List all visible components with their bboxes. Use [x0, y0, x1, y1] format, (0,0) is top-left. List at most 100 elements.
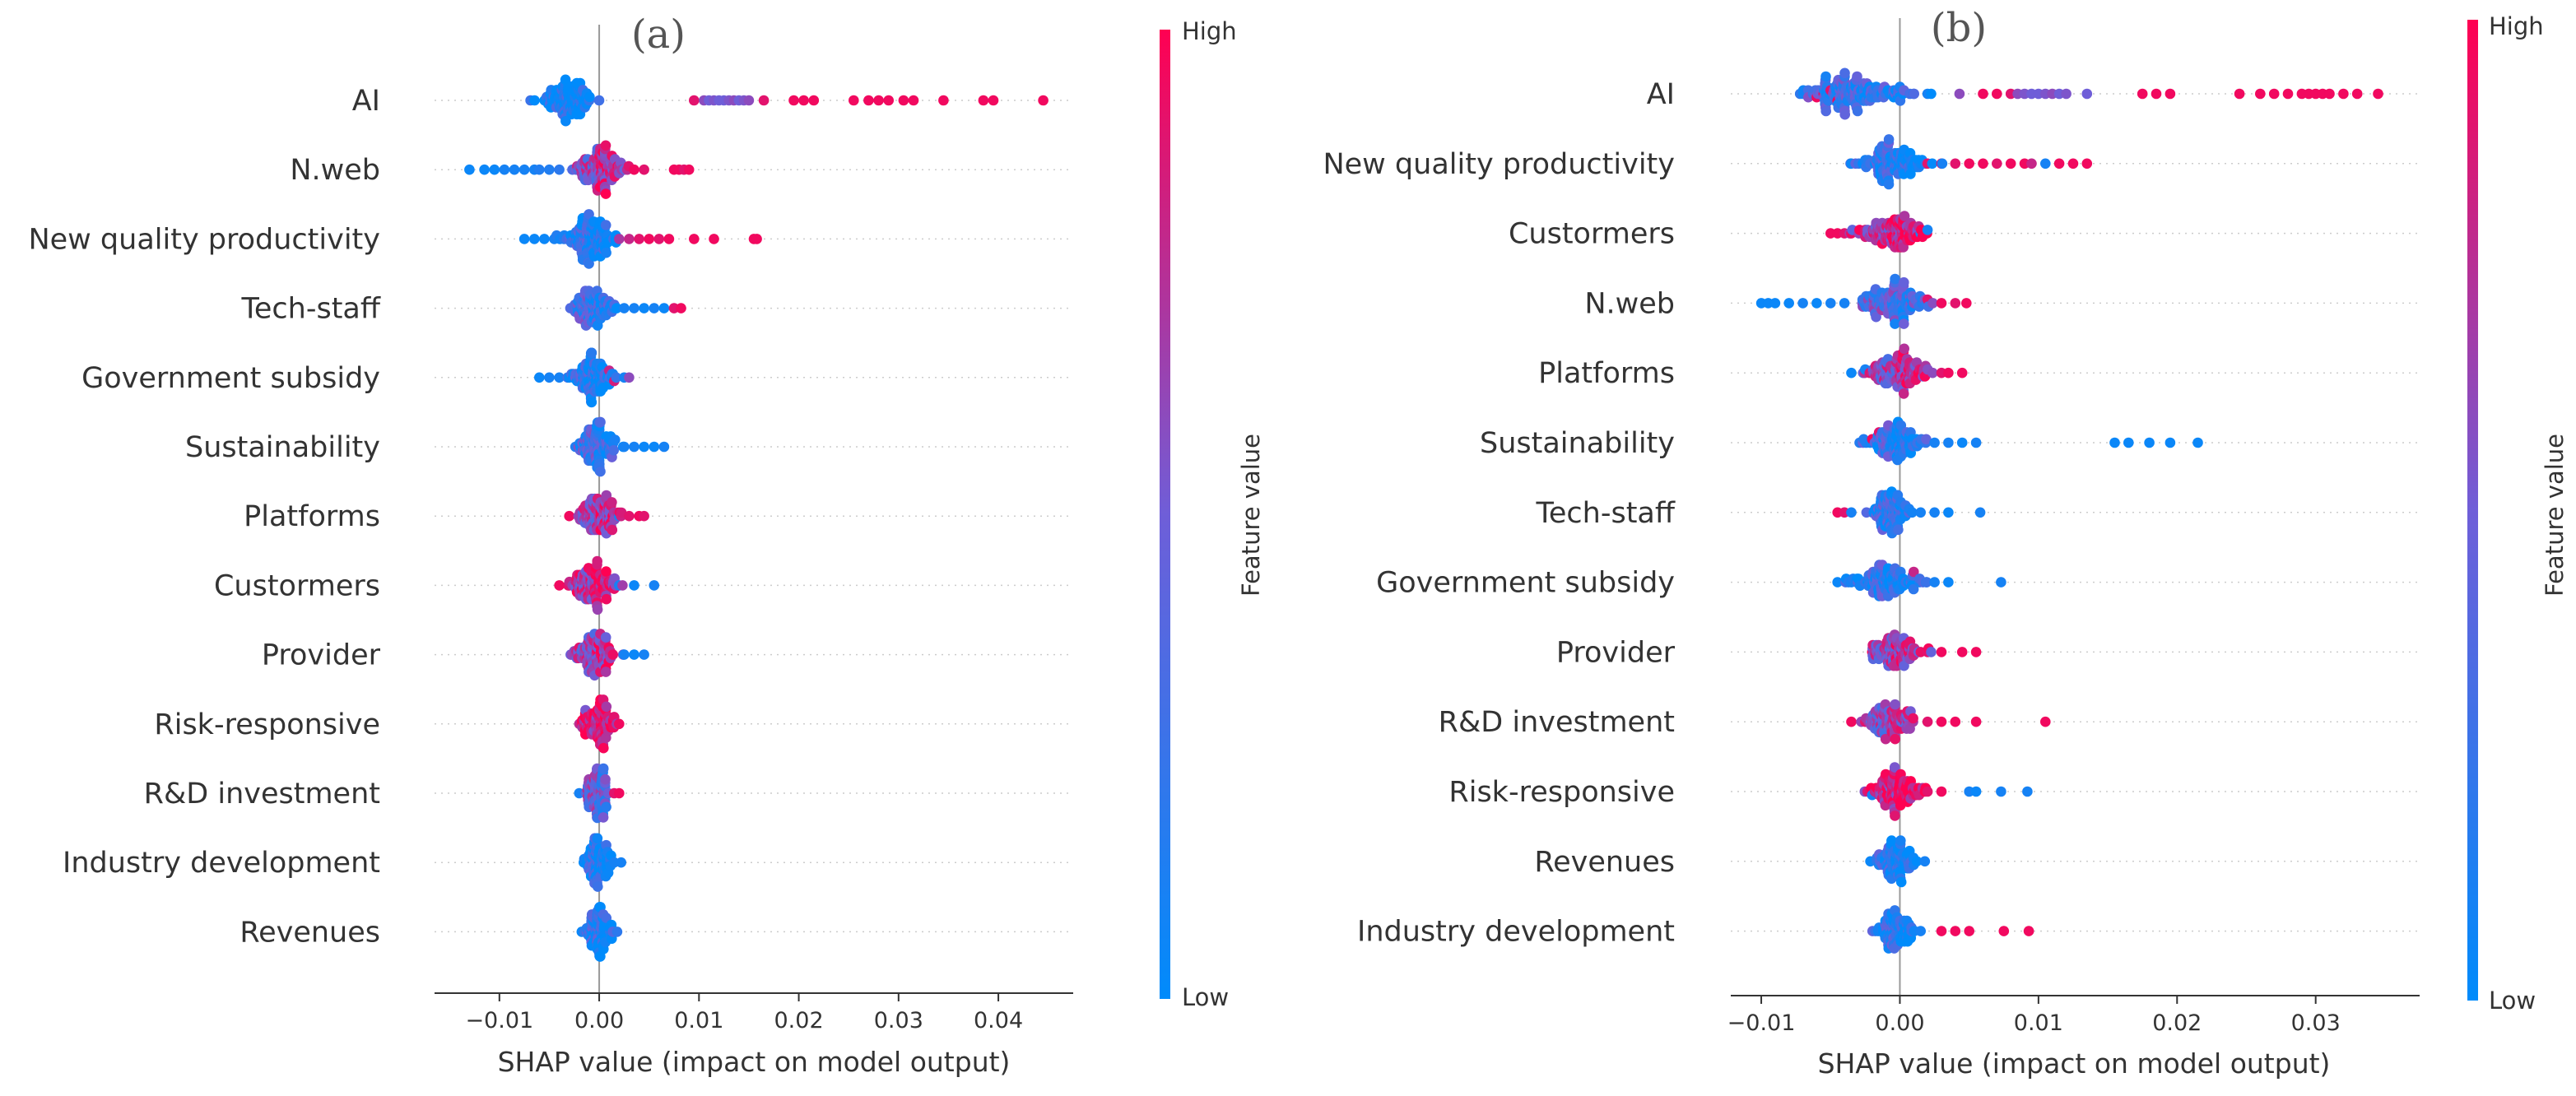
panelA-shap-point [554, 580, 565, 591]
panelB-feature-label: Risk-responsive [1448, 776, 1675, 809]
panelB-shap-point [2109, 437, 2120, 448]
panelB-shap-point [1852, 71, 1862, 82]
panelA-shap-point [607, 649, 618, 660]
panelB-shap-point [1956, 367, 1968, 378]
panelA-shap-point [873, 95, 884, 106]
panelB-shap-point [1970, 716, 1982, 727]
panelA-shap-point [653, 234, 665, 244]
panelB-shap-point [1889, 762, 1900, 773]
panelB-shap-point [2255, 88, 2266, 100]
panelA-shap-point [598, 763, 609, 774]
panelA-shap-point [639, 441, 649, 453]
panelB-shap-point [1895, 876, 1907, 888]
panelB-shap-point [2053, 158, 2065, 170]
panelB-shap-point [1880, 733, 1891, 745]
panelB-shap-point [2026, 158, 2037, 170]
panelA-shap-point [629, 441, 639, 453]
panelB-shap-point [1926, 647, 1937, 657]
panel-a-colorbar-low: Low [1182, 983, 1229, 1011]
panelB-shap-point [1852, 105, 1863, 117]
panelB-shap-point [1890, 699, 1900, 710]
panelA-shap-point [788, 95, 799, 106]
panelA-feature-label: Platforms [244, 500, 380, 533]
panelB-shap-point [2144, 437, 2155, 448]
panel-a-colorbar-high: High [1182, 17, 1237, 45]
panelA-shap-point [601, 801, 611, 813]
panelA-shap-point [586, 347, 598, 359]
panelB-shap-point [1937, 158, 1948, 170]
panelB-shap-point [1943, 507, 1954, 518]
panelB-shap-point [1927, 298, 1938, 309]
panelB-shap-point [1954, 88, 1965, 100]
panelA-shap-point [544, 164, 555, 175]
panelA-shap-point [595, 416, 606, 428]
panelB-shap-point [1929, 507, 1940, 518]
panelB-shap-point [1927, 367, 1938, 378]
panelB-shap-point [2067, 158, 2079, 170]
panelA-shap-point [600, 632, 611, 643]
panelA-shap-point [614, 787, 625, 799]
panelB-shap-point [1961, 298, 1972, 309]
panelA-shap-point [584, 91, 595, 103]
panelA-shap-point [509, 164, 520, 175]
panelA-shap-point [617, 580, 628, 591]
panelB-shap-point [1929, 577, 1940, 587]
panelB-shap-point [1996, 577, 2006, 587]
panelB-shap-point [1919, 856, 1931, 867]
panelA-shap-point [808, 95, 820, 106]
panelB-shap-point [1970, 437, 1982, 448]
panelB-shap-point [2164, 437, 2176, 448]
panelA-tick-label: 0.02 [774, 1008, 824, 1033]
panelB-shap-point [1943, 367, 1954, 378]
panelB-shap-point [1922, 225, 1933, 235]
panelA-shap-point [908, 95, 919, 106]
panelA-shap-point [564, 510, 574, 522]
panelA-shap-point [624, 510, 635, 522]
panelA-shap-point [600, 773, 611, 785]
panelA-shap-point [658, 441, 670, 453]
panelB-shap-point [1909, 566, 1919, 578]
panelA-shap-point [639, 510, 649, 522]
panelA-shap-point [489, 164, 500, 175]
panelB-shap-point [1964, 926, 1974, 936]
panel-b-title: (b) [1931, 5, 1987, 51]
panelB-shap-point [2234, 88, 2245, 100]
panelB-shap-point [1871, 311, 1881, 323]
panelB-feature-label: Government subsidy [1376, 567, 1675, 600]
panelA-shap-point [614, 718, 625, 730]
panel-a-colorbar-label: Feature value [1237, 434, 1265, 597]
panelA-shap-point [634, 234, 644, 244]
panelB-shap-point [1908, 713, 1918, 724]
panelA-shap-point [624, 372, 635, 383]
panelB-feature-label: New quality productivity [1323, 148, 1675, 181]
panelB-shap-point [2023, 926, 2034, 936]
panelB-tick-label: 0.03 [2291, 1010, 2341, 1036]
panelB-shap-point [1936, 716, 1947, 727]
panelB-shap-point [1978, 158, 1988, 170]
panelB-shap-point [1907, 507, 1918, 518]
panelA-feature-label: Revenues [239, 916, 380, 949]
panelA-shap-point [539, 234, 550, 244]
panelB-shap-point [1846, 507, 1857, 518]
panelA-shap-point [629, 164, 639, 175]
panelB-feature-label: Revenues [1534, 846, 1675, 879]
panelB-shap-point [1899, 343, 1909, 355]
panelA-shap-point [978, 95, 989, 106]
panelB-shap-point [1899, 276, 1909, 288]
panelA-shap-point [689, 234, 700, 244]
panelA-shap-point [554, 372, 565, 383]
panelA-shap-point [649, 580, 660, 591]
panelA-shap-point [601, 593, 612, 605]
panelB-shap-point [1996, 786, 2006, 797]
panelA-shap-point [464, 164, 475, 175]
panelB-shap-point [1964, 158, 1974, 170]
panelA-shap-point [611, 303, 622, 313]
panelA-shap-point [479, 164, 490, 175]
panel-b-x-label: SHAP value (impact on model output) [1818, 1047, 2331, 1080]
panelA-shap-point [624, 234, 635, 244]
panelB-shap-point [1927, 158, 1938, 170]
panelB-shap-point [1820, 71, 1831, 82]
panelB-feature-label: AI [1647, 78, 1675, 111]
panelB-shap-point [1921, 577, 1932, 587]
panelA-shap-point [600, 220, 611, 230]
